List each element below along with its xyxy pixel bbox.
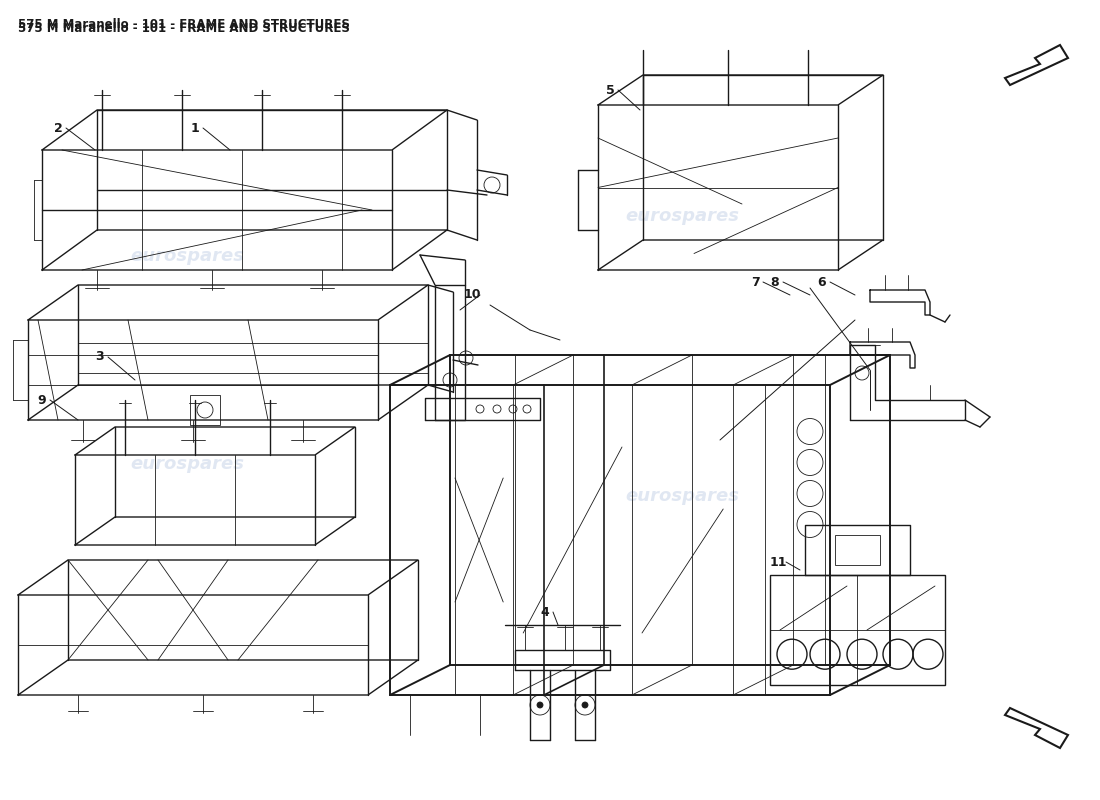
Bar xyxy=(835,535,880,565)
Text: 2: 2 xyxy=(54,122,63,134)
Text: 8: 8 xyxy=(771,275,779,289)
Text: 7: 7 xyxy=(750,275,759,289)
Text: 1: 1 xyxy=(190,122,199,134)
Text: 3: 3 xyxy=(96,350,104,363)
Text: 9: 9 xyxy=(37,394,46,406)
Polygon shape xyxy=(1005,708,1068,748)
Text: 11: 11 xyxy=(769,555,786,569)
Bar xyxy=(190,395,220,425)
Text: eurospares: eurospares xyxy=(625,487,739,505)
Text: 575 M Maranello - 101 - FRAME AND STRUCTURES: 575 M Maranello - 101 - FRAME AND STRUCT… xyxy=(18,22,350,35)
Text: eurospares: eurospares xyxy=(130,247,244,265)
Bar xyxy=(770,575,945,685)
Text: 6: 6 xyxy=(817,275,826,289)
Text: 10: 10 xyxy=(463,289,481,302)
Text: eurospares: eurospares xyxy=(625,207,739,225)
Text: 4: 4 xyxy=(540,606,549,618)
Text: eurospares: eurospares xyxy=(130,455,244,473)
Text: 5: 5 xyxy=(606,83,615,97)
Polygon shape xyxy=(1005,45,1068,85)
Text: 575 M Maranello - 101 - FRAME AND STRUCTURES: 575 M Maranello - 101 - FRAME AND STRUCT… xyxy=(18,18,350,31)
Circle shape xyxy=(537,702,543,708)
Circle shape xyxy=(582,702,588,708)
